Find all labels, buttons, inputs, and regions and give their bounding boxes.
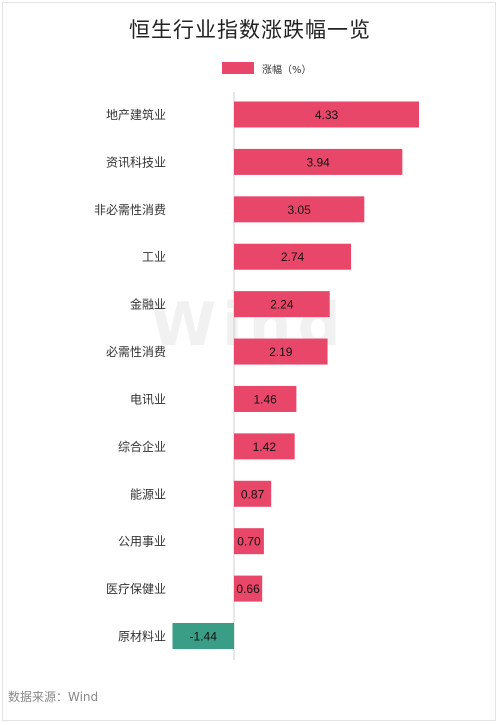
bar-value-label: 1.42 (253, 440, 277, 454)
chart-title: 恒生行业指数涨跌幅一览 (129, 18, 371, 42)
category-label: 公用事业 (118, 535, 166, 549)
bar-value-label: 3.94 (306, 155, 330, 169)
source-note: 数据来源：Wind (8, 690, 99, 704)
bar-value-label: 0.66 (236, 582, 260, 596)
legend: 涨幅（%） (222, 60, 312, 76)
bar (234, 196, 365, 223)
legend-label: 涨幅（%） (262, 64, 312, 76)
chart-frame (2, 2, 496, 721)
bar (234, 433, 295, 460)
category-label: 资讯科技业 (106, 155, 166, 169)
bar-value-label: 3.05 (287, 203, 311, 217)
bar (234, 148, 403, 175)
category-label: 非必需性消费 (94, 203, 166, 217)
bar-value-label: 2.19 (269, 345, 293, 359)
category-label: 能源业 (130, 487, 166, 501)
bar (234, 291, 330, 318)
bar-value-label: -1.44 (190, 630, 218, 644)
bar-value-label: 2.74 (281, 250, 305, 264)
bar (172, 623, 234, 649)
category-label: 原材料业 (118, 630, 166, 644)
bar (234, 243, 352, 270)
category-label: 综合企业 (118, 439, 166, 454)
category-label: 金融业 (130, 297, 166, 312)
bar-value-label: 4.33 (315, 108, 339, 122)
bar (234, 338, 328, 365)
bar-value-label: 0.87 (241, 487, 265, 501)
bar-value-label: 2.24 (270, 298, 294, 312)
bar (234, 528, 264, 555)
bar (234, 480, 272, 507)
bar (234, 575, 263, 602)
category-label: 地产建筑业 (106, 107, 166, 122)
category-label: 必需性消费 (106, 345, 166, 359)
legend-swatch (222, 62, 254, 74)
bar-value-label: 1.46 (254, 392, 278, 406)
category-label: 医疗保健业 (106, 582, 166, 596)
category-label: 电讯业 (130, 392, 166, 406)
category-label: 工业 (142, 250, 166, 264)
bar (234, 101, 419, 128)
bar-value-label: 0.70 (237, 535, 261, 549)
bar (234, 385, 297, 412)
